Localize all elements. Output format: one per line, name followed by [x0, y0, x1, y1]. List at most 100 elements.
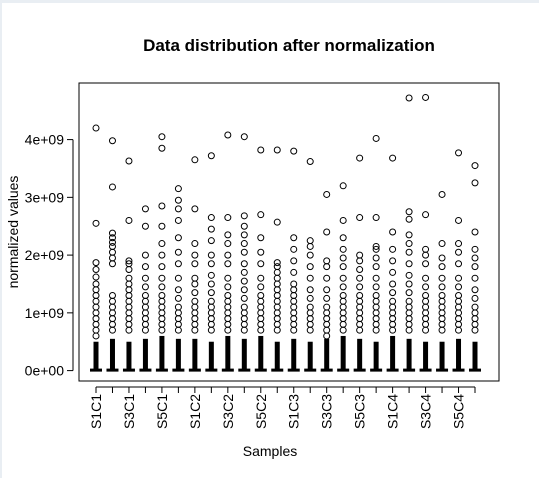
outlier-point	[405, 94, 413, 102]
outlier-point	[339, 315, 347, 323]
outlier-point	[339, 274, 347, 282]
outlier-point	[356, 297, 364, 305]
outlier-point	[422, 315, 430, 323]
box-S4C1	[139, 205, 152, 372]
outlier-point	[207, 280, 215, 288]
outlier-point	[372, 315, 380, 323]
outlier-point	[389, 297, 397, 305]
outlier-point	[405, 320, 413, 328]
outlier-point	[191, 303, 199, 311]
outlier-point	[273, 146, 281, 154]
box-S1C4	[386, 154, 399, 372]
outlier-point	[125, 320, 133, 328]
outlier-point	[141, 303, 149, 311]
outlier-point	[405, 231, 413, 239]
outlier-point	[191, 156, 199, 164]
outlier-point	[240, 240, 248, 248]
outlier-point	[224, 131, 232, 139]
outlier-point	[158, 274, 166, 282]
outlier-point	[290, 268, 298, 276]
outlier-point	[405, 309, 413, 317]
outlier-point	[455, 315, 463, 323]
outlier-point	[356, 257, 364, 265]
outlier-point	[191, 274, 199, 282]
outlier-point	[158, 283, 166, 291]
outlier-point	[125, 309, 133, 317]
outlier-point	[108, 297, 116, 305]
outlier-point	[290, 245, 298, 253]
outlier-point	[191, 280, 199, 288]
outlier-point	[306, 242, 314, 250]
outlier-point	[224, 303, 232, 311]
outlier-point	[158, 320, 166, 328]
outlier-point	[422, 245, 430, 253]
outlier-point	[141, 326, 149, 334]
outlier-point	[422, 320, 430, 328]
outlier-point	[257, 320, 265, 328]
outlier-point	[306, 251, 314, 259]
outlier-point	[422, 260, 430, 268]
outlier-point	[92, 124, 100, 132]
outlier-point	[158, 251, 166, 259]
outlier-point	[273, 320, 281, 328]
outlier-point	[108, 229, 116, 237]
outlier-point	[224, 214, 232, 222]
outlier-point	[141, 274, 149, 282]
x-axis-label: Samples	[243, 443, 297, 459]
outlier-point	[339, 234, 347, 242]
box-S2C4	[403, 94, 416, 372]
plot-frame	[78, 82, 500, 382]
outlier-point	[108, 254, 116, 262]
outlier-point	[158, 263, 166, 271]
outlier-point	[471, 294, 479, 302]
outlier-point	[257, 283, 265, 291]
outlier-point	[389, 228, 397, 236]
outlier-point	[125, 326, 133, 334]
box-S1C2	[188, 156, 201, 372]
outlier-point	[125, 286, 133, 294]
outlier-point	[125, 274, 133, 282]
outlier-point	[158, 309, 166, 317]
box-S5C4	[452, 149, 465, 372]
outlier-point	[207, 271, 215, 279]
outlier-point	[290, 315, 298, 323]
outlier-point	[323, 294, 331, 302]
outlier-point	[92, 309, 100, 317]
outlier-point	[257, 297, 265, 305]
outlier-point	[273, 303, 281, 311]
outlier-point	[455, 260, 463, 268]
outlier-point	[224, 251, 232, 259]
outlier-point	[92, 259, 100, 267]
outlier-point	[273, 326, 281, 334]
outlier-point	[290, 147, 298, 155]
outlier-point	[471, 254, 479, 262]
outlier-point	[141, 292, 149, 300]
outlier-point	[92, 315, 100, 323]
outlier-point	[273, 268, 281, 276]
outlier-point	[125, 266, 133, 274]
outlier-point	[125, 303, 133, 311]
outlier-point	[372, 214, 380, 222]
outlier-point	[405, 271, 413, 279]
outlier-point	[323, 190, 331, 198]
outlier-point	[372, 297, 380, 305]
outlier-point	[339, 303, 347, 311]
outlier-point	[257, 274, 265, 282]
x-axis: S1C1 S3C1 S5C1 S1C2 S3C2 S5C2 S1C3 S3C3 S5C3 S1C4…	[88, 386, 476, 429]
x-tick-label: S1C1	[88, 394, 104, 429]
outlier-point	[224, 297, 232, 305]
outlier-point	[356, 309, 364, 317]
outlier-point	[191, 251, 199, 259]
outlier-point	[471, 274, 479, 282]
outlier-point	[339, 309, 347, 317]
outlier-point	[240, 248, 248, 256]
outlier-point	[207, 303, 215, 311]
outlier-point	[405, 260, 413, 268]
outlier-point	[306, 320, 314, 328]
outlier-point	[191, 260, 199, 268]
outlier-point	[125, 216, 133, 224]
outlier-point	[92, 297, 100, 305]
outlier-point	[125, 157, 133, 165]
outlier-point	[141, 251, 149, 259]
outlier-point	[257, 248, 265, 256]
